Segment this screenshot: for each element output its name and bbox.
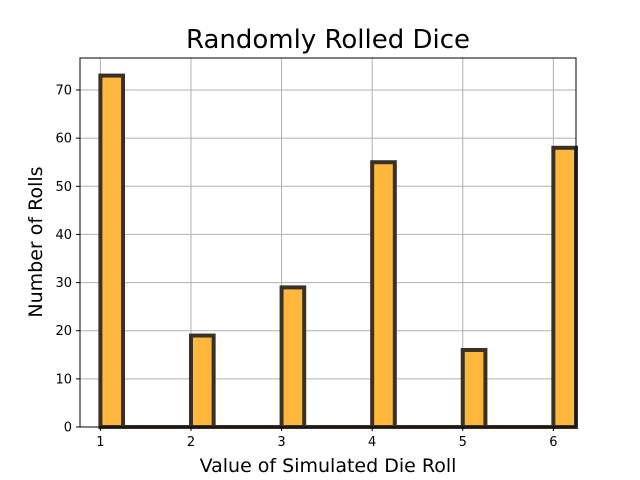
bar-2: [188, 333, 216, 429]
y-tick-label: 30: [55, 276, 72, 291]
y-tick-label: 60: [55, 132, 72, 147]
bars: [98, 73, 579, 430]
x-tick-label: 3: [277, 435, 285, 450]
y-axis-label: Number of Rolls: [25, 166, 47, 317]
y-axis-ticks: 0 10 20 30 40 50 60 70: [55, 84, 80, 436]
bar-6: [551, 145, 579, 429]
y-tick-label: 10: [55, 372, 72, 387]
bar-1: [98, 73, 126, 429]
y-tick-label: 70: [55, 84, 72, 99]
y-tick-label: 20: [55, 324, 72, 339]
chart-title: Randomly Rolled Dice: [186, 25, 470, 55]
x-tick-label: 1: [96, 435, 104, 450]
x-axis-label: Value of Simulated Die Roll: [200, 455, 457, 477]
x-tick-label: 2: [187, 435, 195, 450]
x-tick-label: 4: [368, 435, 376, 450]
bar-4: [370, 160, 397, 430]
y-tick-label: 0: [64, 421, 72, 436]
x-axis-ticks: 1 2 3 4 5 6: [96, 427, 557, 450]
y-tick-label: 50: [55, 180, 72, 195]
x-tick-label: 6: [549, 435, 557, 450]
bar-3: [279, 285, 307, 429]
x-tick-label: 5: [459, 435, 467, 450]
grid: [80, 58, 576, 428]
plot-frame: [79, 57, 577, 428]
y-tick-label: 40: [55, 228, 72, 243]
bar-5: [460, 347, 488, 429]
